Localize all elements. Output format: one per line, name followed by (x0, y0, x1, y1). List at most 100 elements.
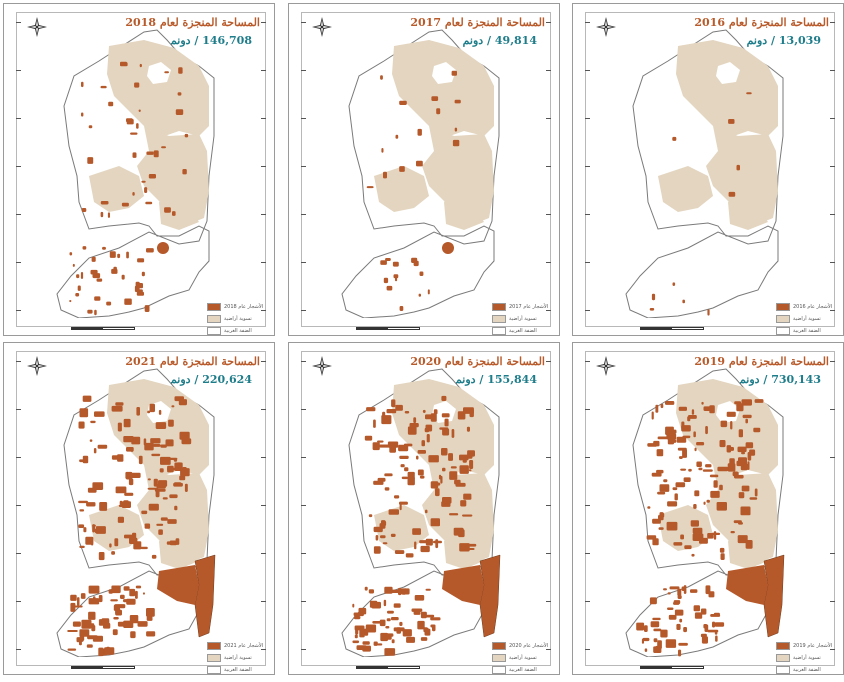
planted-patch (696, 461, 702, 467)
planted-patch (140, 546, 148, 550)
planted-patch (435, 539, 439, 549)
scale-bar (356, 327, 420, 330)
planted-patch (460, 500, 467, 507)
planted-patch (715, 635, 718, 642)
planted-patch (416, 455, 419, 460)
planted-patch (395, 134, 399, 139)
panel-title: المساحة المنجزة لعام 2020 (410, 355, 545, 368)
planted-patch (362, 641, 370, 645)
frame-tick (261, 22, 266, 23)
planted-areas (649, 92, 752, 316)
planted-patch (167, 519, 177, 524)
frame-tick (16, 22, 21, 23)
frame-tick (585, 262, 590, 263)
planted-patch (390, 533, 396, 537)
frame-ticks-left (585, 361, 590, 656)
planted-patch (393, 603, 401, 608)
frame-tick (830, 457, 835, 458)
planted-patch (169, 494, 178, 499)
planted-patch (414, 595, 425, 601)
planted-patch (126, 251, 129, 259)
planted-patch (672, 282, 676, 286)
planted-patch (97, 444, 108, 449)
frame-tick (546, 22, 551, 23)
planted-patch (75, 293, 80, 297)
planted-patch (719, 547, 725, 553)
planted-patch (182, 169, 187, 175)
planted-patch (353, 612, 364, 617)
planted-patch (80, 272, 84, 279)
planted-patch (112, 629, 118, 636)
planted-patch (406, 636, 415, 643)
legend-label: الضفة الغربية (793, 667, 821, 673)
agricultural-zone (374, 505, 429, 551)
planted-patch (133, 541, 142, 550)
planted-patch (720, 420, 728, 428)
planted-patch (379, 619, 386, 627)
frame-tick (830, 361, 835, 362)
planted-patch (688, 415, 697, 419)
planted-patch (377, 643, 383, 646)
planted-patch (737, 446, 747, 453)
planted-patch (124, 298, 132, 305)
planted-patch (179, 475, 186, 481)
map-legend: 2020 الأشجار عام تسوية أراضية الضفة الغر… (492, 641, 552, 674)
planted-patch (696, 442, 705, 446)
planted-patch (151, 453, 161, 457)
planted-patch (120, 61, 127, 66)
frame-tick (261, 457, 266, 458)
frame-tick (585, 409, 590, 410)
legend-planted: 2020 الأشجار عام (492, 641, 552, 652)
planted-patch (77, 285, 81, 291)
planted-patch (354, 634, 358, 639)
planted-patch (467, 548, 475, 550)
frame-tick (16, 262, 21, 263)
planted-patch (146, 608, 155, 617)
frame-tick (546, 262, 551, 263)
west-bank-map (625, 29, 784, 318)
planted-areas (352, 395, 477, 656)
planted-patch (91, 256, 96, 262)
frame-tick (546, 310, 551, 311)
planted-patch (430, 481, 439, 489)
legend-swatch-agricultural (207, 654, 221, 662)
map-legend: 2021 الأشجار عام تسوية أراضية الضفة الغر… (207, 641, 267, 674)
planted-patch (682, 449, 687, 458)
planted-patch (137, 258, 145, 263)
planted-patch (658, 527, 664, 530)
planted-patch (126, 119, 134, 125)
planted-patch (417, 450, 426, 454)
planted-patch (416, 160, 423, 167)
planted-patch (107, 212, 110, 218)
frame-tick (301, 118, 306, 119)
planted-patch (113, 266, 117, 274)
planted-patch (394, 550, 405, 554)
frame-tick (830, 409, 835, 410)
planted-patch (719, 440, 726, 448)
planted-patch (121, 623, 131, 626)
agricultural-zone (107, 40, 209, 138)
map-panel: المساحة المنجزة لعام 2021 220,624 / دونم… (3, 342, 275, 675)
planted-patch (167, 465, 174, 473)
planted-patch (128, 478, 134, 486)
planted-patch (143, 438, 147, 446)
frame-tick (301, 649, 306, 650)
planted-patch (353, 616, 361, 620)
planted-patch (710, 614, 721, 617)
frame-tick (546, 70, 551, 71)
planted-patch (93, 448, 97, 454)
planted-patch (355, 626, 359, 635)
scale-bar (640, 666, 704, 669)
planted-patch (141, 510, 148, 515)
planted-patch (368, 514, 373, 518)
planted-patch (705, 426, 708, 435)
frame-tick (301, 601, 306, 602)
legend-swatch-agricultural (492, 315, 506, 323)
planted-patch (698, 467, 703, 471)
planted-patch (117, 516, 124, 523)
planted-patch (372, 442, 380, 451)
west-bank-map (341, 29, 500, 318)
planted-patch (173, 459, 178, 462)
planted-patch (454, 479, 461, 485)
planted-patch (123, 500, 129, 507)
